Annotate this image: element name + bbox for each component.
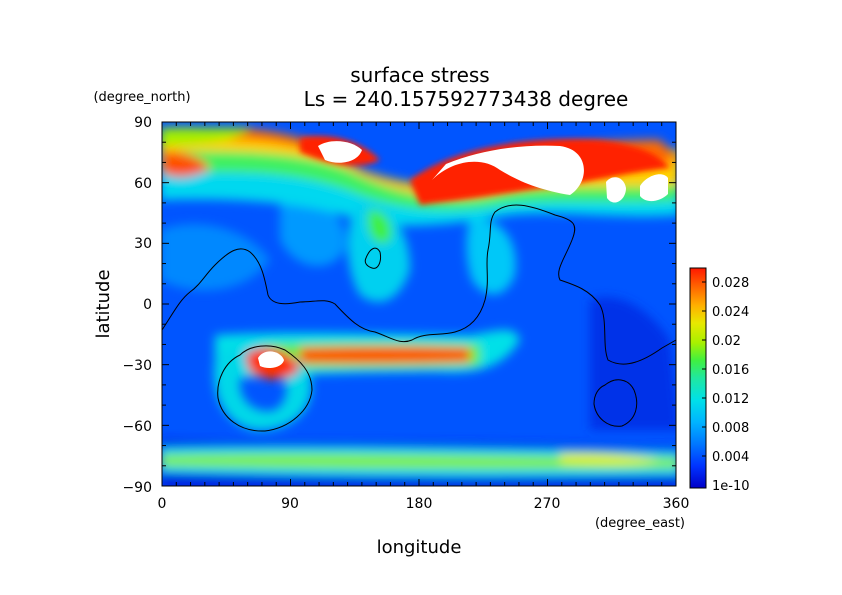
colorbar-label: 1e-10 <box>712 479 750 494</box>
x-axis: 0 90 180 270 360 <box>158 496 690 512</box>
axis-ticks <box>161 121 677 487</box>
x-axis-title: longitude <box>377 537 462 558</box>
x-tick-label: 360 <box>663 496 690 512</box>
colorbar-label: 0.012 <box>712 392 749 407</box>
y-tick-label: −30 <box>122 358 152 374</box>
topography-contours <box>161 204 677 432</box>
x-tick-label: 180 <box>406 496 433 512</box>
field-patch-green-northwest <box>162 128 250 145</box>
field-band-polar-green <box>162 453 676 469</box>
saturated-region-north-4 <box>640 174 668 202</box>
field-band-north-cyan <box>162 164 676 226</box>
field-band-south-orange <box>300 346 470 364</box>
colorbar-gradient-bar <box>689 267 707 489</box>
chart-subtitle: Ls = 240.157592773438 degree <box>304 87 629 111</box>
x-unit-label: (degree_east) <box>595 516 685 531</box>
contour-argyre <box>593 379 638 427</box>
colorbar-label: 0.028 <box>712 276 749 291</box>
y-tick-label: 0 <box>143 297 152 313</box>
y-unit-label: (degree_north) <box>93 90 190 105</box>
field-patch-cyan-east <box>466 219 516 295</box>
colorbar-ticks <box>702 281 706 457</box>
saturated-region-hellas <box>258 351 284 368</box>
colorbar-label: 0.024 <box>712 305 749 320</box>
contour-hellas <box>217 345 313 432</box>
field-patch-cyan-atlantic <box>162 224 270 291</box>
colorbar-label: 0.008 <box>712 421 749 436</box>
contour-dichotomy <box>161 204 677 365</box>
y-tick-label: −60 <box>122 419 152 435</box>
colorbar-label: 0.004 <box>712 450 749 465</box>
field-band-north-green <box>162 139 676 211</box>
field-patch-dark-east <box>590 297 676 430</box>
y-tick-label: 90 <box>134 115 152 131</box>
field-patch-cyan-tharsis <box>348 204 410 302</box>
x-tick-label: 0 <box>158 496 167 512</box>
field-patch-orange-northwest <box>162 151 210 177</box>
field-patch-cyan-west <box>280 197 346 267</box>
saturated-region-north-1 <box>318 141 362 163</box>
chart-title: surface stress <box>350 63 489 87</box>
x-tick-label: 270 <box>534 496 561 512</box>
y-tick-label: −90 <box>122 480 152 496</box>
y-tick-label: 60 <box>134 176 152 192</box>
colorbar: 0.028 0.024 0.02 0.016 0.012 0.008 0.004… <box>689 267 750 494</box>
saturated-region-north-2 <box>432 145 584 195</box>
saturated-region-north-3 <box>606 177 626 203</box>
y-axis: 90 60 30 0 −30 −60 −90 <box>122 115 152 496</box>
y-axis-title: latitude <box>93 269 114 338</box>
contour-elysium <box>364 247 381 269</box>
stress-field <box>162 122 676 486</box>
field-patch-yellow-polar <box>560 453 660 465</box>
colorbar-label: 0.016 <box>712 363 749 378</box>
field-patch-green-tharsis <box>368 209 392 244</box>
x-tick-label: 90 <box>281 496 299 512</box>
y-tick-label: 30 <box>134 236 152 252</box>
colorbar-label: 0.02 <box>712 334 741 349</box>
